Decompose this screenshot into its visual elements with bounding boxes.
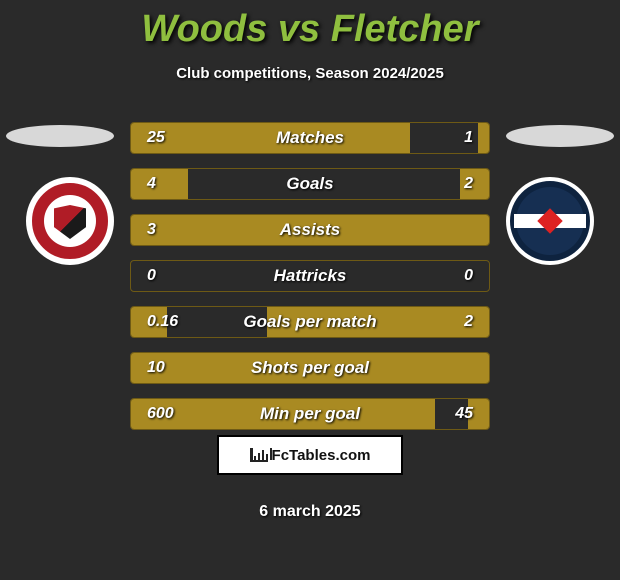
stat-value-left: 10 — [147, 359, 165, 377]
stat-value-left: 600 — [147, 405, 174, 423]
stat-row: 10 Shots per goal — [130, 352, 490, 384]
stat-label: Min per goal — [260, 404, 360, 424]
stat-value-right: 45 — [455, 405, 473, 423]
title: Woods vs Fletcher — [0, 0, 620, 51]
stat-label: Shots per goal — [251, 358, 369, 378]
bar-fill-left — [131, 169, 188, 199]
stat-label: Goals per match — [243, 312, 376, 332]
stat-value-left: 0.16 — [147, 313, 178, 331]
stat-label: Assists — [280, 220, 340, 240]
stat-row: 0 0 Hattricks — [130, 260, 490, 292]
stat-row: 25 1 Matches — [130, 122, 490, 154]
stat-row: 4 2 Goals — [130, 168, 490, 200]
stat-value-right: 1 — [464, 129, 473, 147]
bar-fill-right — [478, 123, 489, 153]
stat-label: Hattricks — [274, 266, 347, 286]
stat-value-right: 0 — [464, 267, 473, 285]
stat-label: Matches — [276, 128, 344, 148]
player-right-ellipse — [506, 125, 614, 147]
stat-row: 600 45 Min per goal — [130, 398, 490, 430]
bar-fill-left — [131, 123, 410, 153]
stat-row: 0.16 2 Goals per match — [130, 306, 490, 338]
stat-value-left: 25 — [147, 129, 165, 147]
brand-text: FcTables.com — [272, 447, 371, 464]
player-left-ellipse — [6, 125, 114, 147]
stat-label: Goals — [286, 174, 333, 194]
stat-value-right: 2 — [464, 313, 473, 331]
stat-value-right: 2 — [464, 175, 473, 193]
footer-date: 6 march 2025 — [259, 503, 360, 521]
brand-box: FcTables.com — [217, 435, 403, 475]
stat-value-left: 3 — [147, 221, 156, 239]
stat-bars: 25 1 Matches 4 2 Goals 3 Assists 0 0 Hattricks 0.16… — [130, 122, 490, 444]
stat-row: 3 Assists — [130, 214, 490, 246]
subtitle: Club competitions, Season 2024/2025 — [0, 65, 620, 82]
club-crest-right — [506, 177, 594, 265]
club-crest-left — [26, 177, 114, 265]
stat-value-left: 4 — [147, 175, 156, 193]
chart-icon — [250, 448, 268, 462]
stat-value-left: 0 — [147, 267, 156, 285]
